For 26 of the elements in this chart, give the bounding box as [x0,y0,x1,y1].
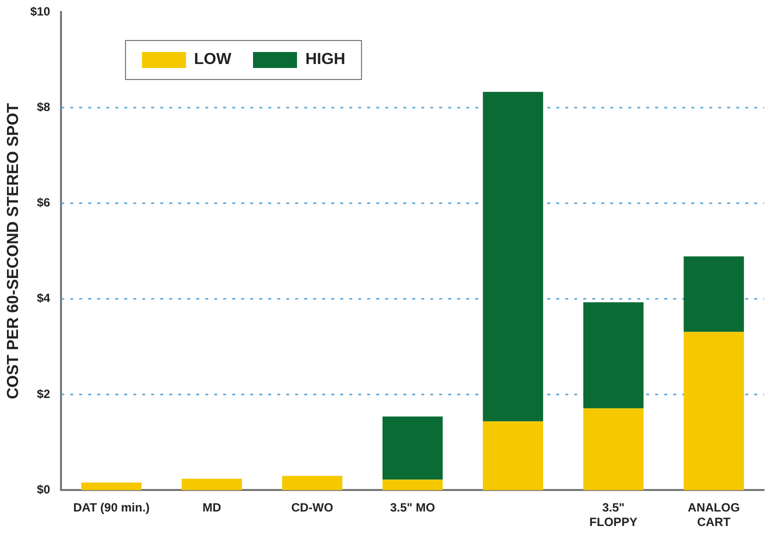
bar [684,332,744,490]
legend-label: HIGH [305,51,346,68]
y-tick-label: $0 [36,482,51,497]
bar [382,480,443,490]
y-axis-title: COST PER 60-SECOND STEREO SPOT [5,102,22,400]
bar [81,482,142,490]
x-tick-label: DAT (90 min.) [73,500,150,515]
bar [583,302,644,408]
bar [282,476,342,490]
bar [684,256,744,332]
x-tick-label: CD-WO [291,500,334,515]
x-tick-label: 3.5" FLOPPY [589,500,638,530]
x-tick-label: 3.5" MO [390,500,436,515]
bar [583,408,644,490]
y-tick-label: $6 [36,196,51,210]
bar [482,92,544,422]
bar [182,478,242,490]
bar [482,421,544,490]
y-tick-label: $2 [36,386,51,401]
bar [382,416,443,480]
y-tick-label: $8 [36,100,51,114]
legend-label: LOW [194,51,232,68]
x-tick-label: MD [202,500,222,515]
y-tick-label: $10 [30,4,51,18]
x-tick-label: ANALOG CART [688,500,740,530]
y-tick-label: $4 [36,291,51,306]
